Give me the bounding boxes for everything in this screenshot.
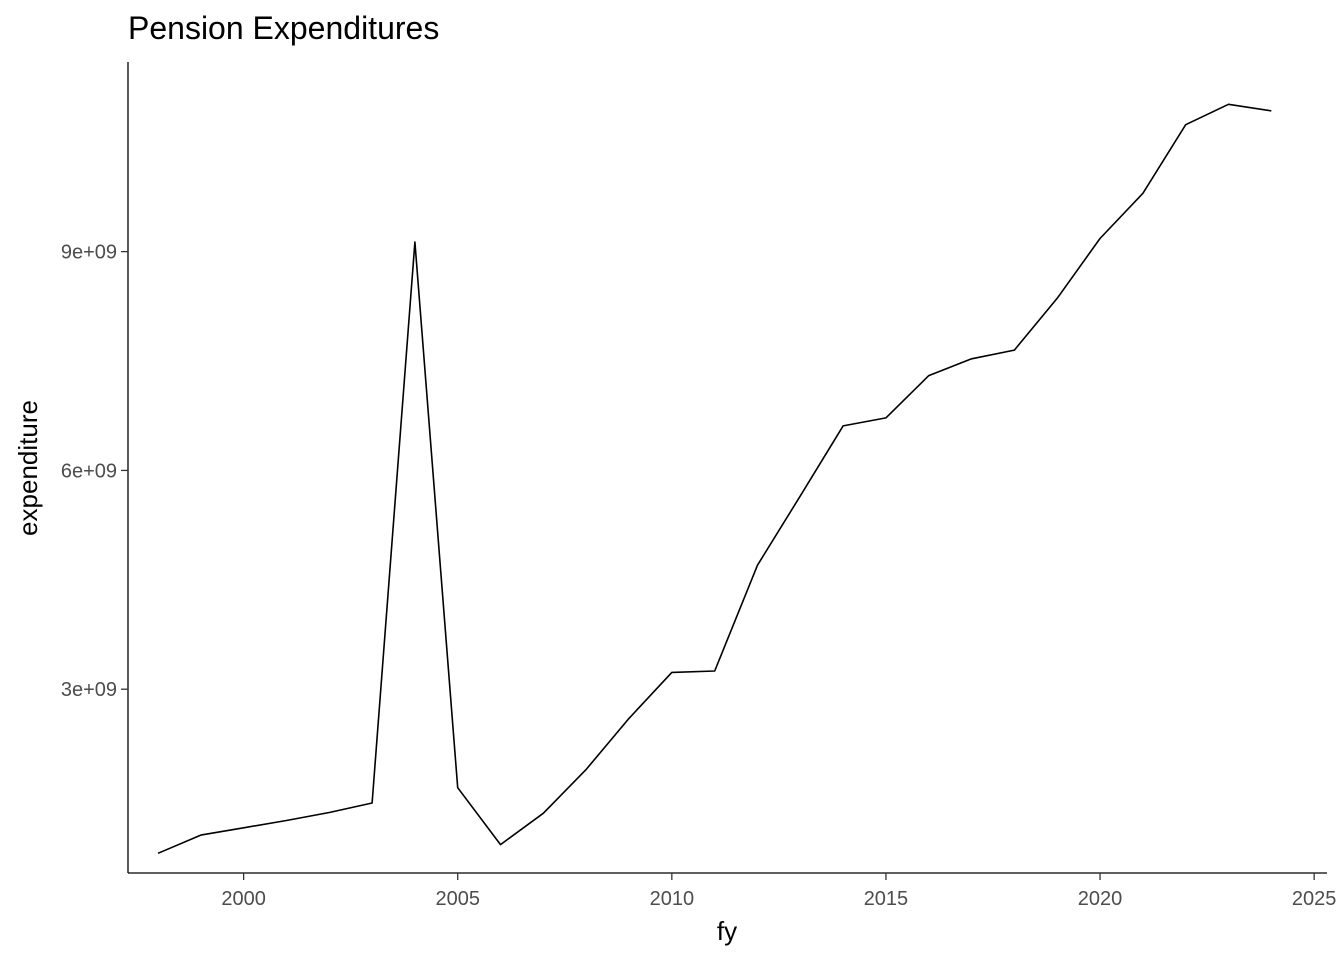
x-tick-label: 2020 (1078, 888, 1123, 910)
chart-title: Pension Expenditures (128, 10, 440, 46)
x-tick-label: 2005 (435, 888, 480, 910)
x-tick-label: 2000 (221, 888, 266, 910)
y-tick-label: 9e+09 (61, 242, 117, 264)
axes (127, 62, 1327, 874)
y-tick-label: 3e+09 (61, 679, 117, 701)
y-tick-label: 6e+09 (61, 460, 117, 482)
x-tick-label: 2010 (650, 888, 695, 910)
x-axis-title: fy (717, 916, 737, 946)
y-ticks: 3e+09 6e+09 9e+09 (61, 242, 128, 701)
y-axis-title: expenditure (13, 400, 43, 536)
x-tick-label: 2025 (1292, 888, 1337, 910)
x-ticks: 2000 2005 2010 2015 2020 2025 (221, 873, 1336, 910)
series-layer (157, 103, 1272, 855)
x-tick-label: 2015 (864, 888, 909, 910)
series-line (157, 103, 1272, 855)
